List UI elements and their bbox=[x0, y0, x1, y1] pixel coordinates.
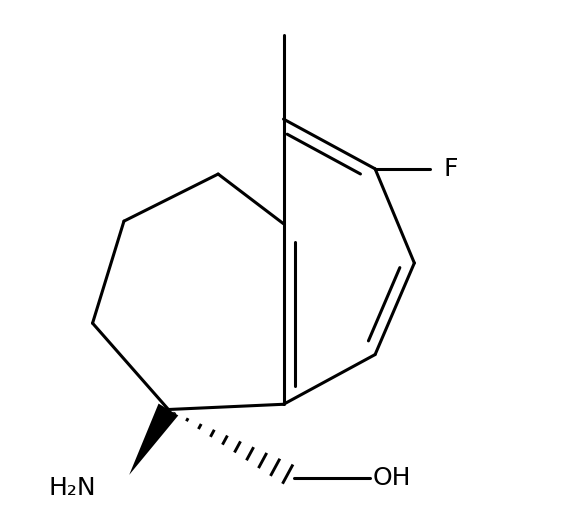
Polygon shape bbox=[129, 403, 178, 475]
Text: F: F bbox=[443, 157, 457, 181]
Text: OH: OH bbox=[372, 466, 411, 490]
Text: H₂N: H₂N bbox=[48, 476, 96, 500]
